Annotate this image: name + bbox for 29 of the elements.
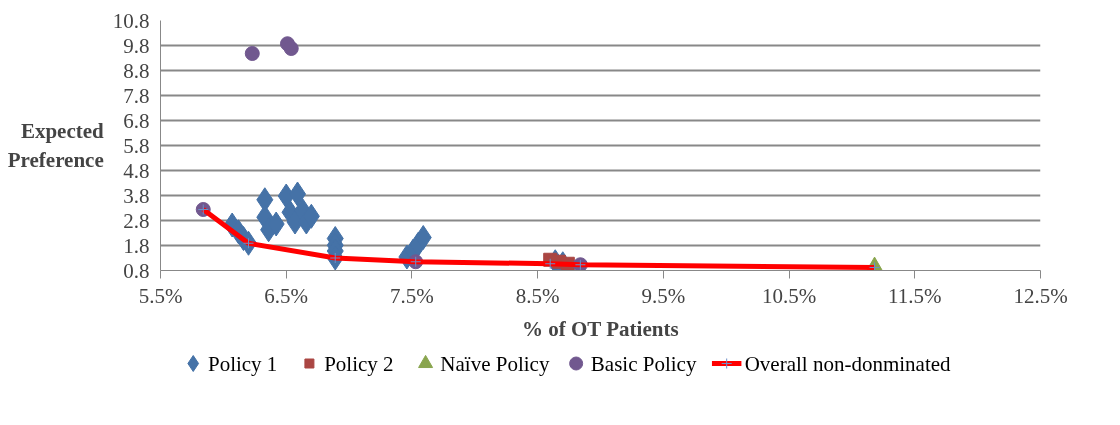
y-tick-label: 2.8 xyxy=(123,208,150,233)
legend-label: Naïve Policy xyxy=(440,351,550,376)
x-tick-label: 9.5% xyxy=(641,283,686,308)
legend-label: Basic Policy xyxy=(590,351,697,376)
point xyxy=(283,41,299,56)
x-tick-label: 11.5% xyxy=(888,283,942,308)
y-tick-label: 3.8 xyxy=(123,183,150,208)
y-tick-label: 4.8 xyxy=(123,158,150,183)
y-tick-label: 9.8 xyxy=(123,33,150,58)
point xyxy=(414,225,432,250)
y-tick-label: 10.8 xyxy=(112,8,150,33)
y-tick-label: 6.8 xyxy=(123,108,150,133)
x-tick-label: 10.5% xyxy=(761,283,817,308)
y-axis-title: Expected Preference xyxy=(7,119,105,172)
x-tick-label: 5.5% xyxy=(138,283,183,308)
legend-label: Overall non-donminated xyxy=(744,351,952,376)
x-tick-label: 12.5% xyxy=(1013,283,1068,308)
point xyxy=(244,46,260,61)
x-tick-label: 8.5% xyxy=(515,283,560,308)
y-tick-label: 8.8 xyxy=(123,58,150,83)
x-tick-label: 6.5% xyxy=(264,283,309,308)
y-tick-label: 5.8 xyxy=(123,133,150,158)
x-tick-label: 7.5% xyxy=(390,283,434,308)
x-axis-title: % of OT Patients xyxy=(522,316,679,341)
legend-label: Policy 1 xyxy=(207,351,278,376)
legend-label: Policy 2 xyxy=(324,351,394,376)
y-tick-label: 1.8 xyxy=(123,233,150,258)
y-tick-label: 0.8 xyxy=(123,258,150,283)
y-tick-label: 7.8 xyxy=(123,83,150,108)
